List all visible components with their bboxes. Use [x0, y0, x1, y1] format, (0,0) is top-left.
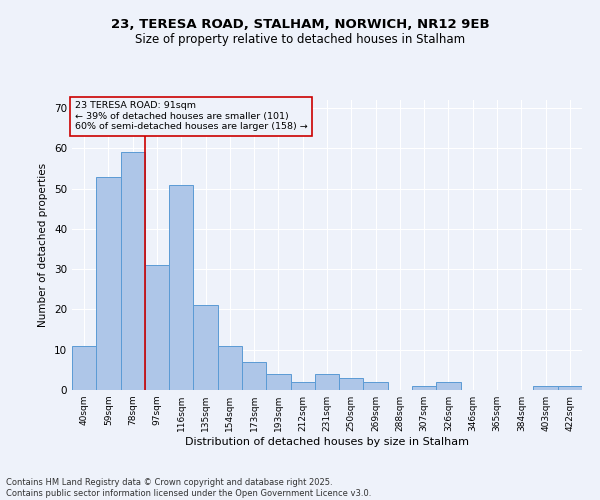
- Bar: [436, 382, 461, 390]
- Bar: [339, 378, 364, 390]
- Bar: [193, 306, 218, 390]
- Bar: [169, 184, 193, 390]
- Bar: [290, 382, 315, 390]
- Bar: [266, 374, 290, 390]
- X-axis label: Distribution of detached houses by size in Stalham: Distribution of detached houses by size …: [185, 437, 469, 447]
- Bar: [412, 386, 436, 390]
- Bar: [364, 382, 388, 390]
- Bar: [121, 152, 145, 390]
- Bar: [242, 362, 266, 390]
- Text: 23 TERESA ROAD: 91sqm
← 39% of detached houses are smaller (101)
60% of semi-det: 23 TERESA ROAD: 91sqm ← 39% of detached …: [74, 102, 307, 132]
- Bar: [558, 386, 582, 390]
- Bar: [315, 374, 339, 390]
- Bar: [96, 176, 121, 390]
- Y-axis label: Number of detached properties: Number of detached properties: [38, 163, 49, 327]
- Bar: [72, 346, 96, 390]
- Text: 23, TERESA ROAD, STALHAM, NORWICH, NR12 9EB: 23, TERESA ROAD, STALHAM, NORWICH, NR12 …: [110, 18, 490, 30]
- Text: Size of property relative to detached houses in Stalham: Size of property relative to detached ho…: [135, 32, 465, 46]
- Bar: [533, 386, 558, 390]
- Bar: [145, 265, 169, 390]
- Text: Contains HM Land Registry data © Crown copyright and database right 2025.
Contai: Contains HM Land Registry data © Crown c…: [6, 478, 371, 498]
- Bar: [218, 346, 242, 390]
